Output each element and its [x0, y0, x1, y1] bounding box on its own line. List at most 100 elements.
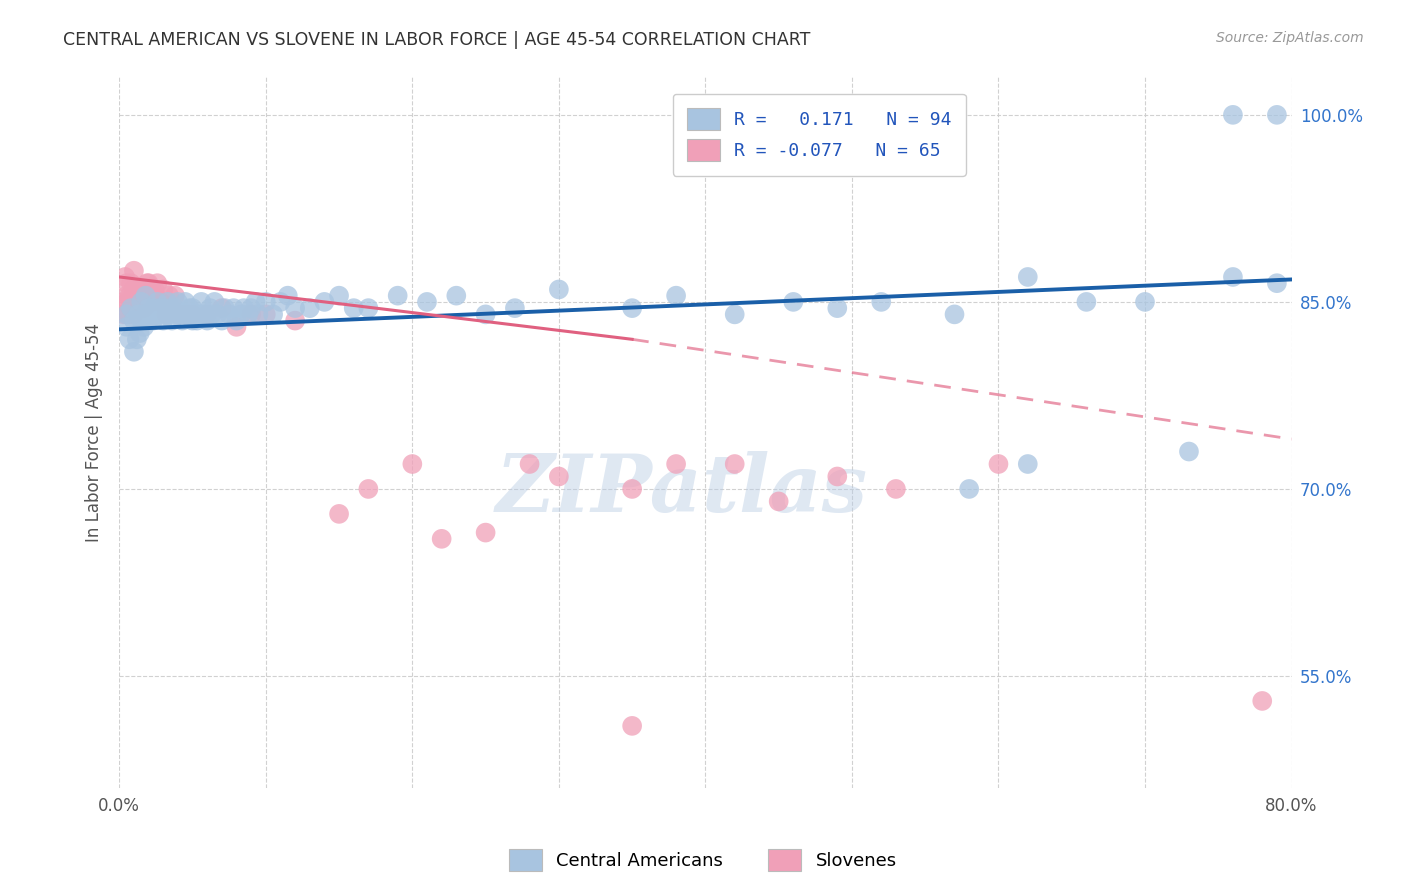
- Point: [298, 301, 321, 315]
- Point: [129, 294, 152, 309]
- Point: [115, 307, 138, 321]
- Y-axis label: In Labor Force | Age 45-54: In Labor Force | Age 45-54: [86, 323, 103, 542]
- Point: [115, 319, 138, 334]
- Point: [218, 307, 240, 321]
- Point: [1265, 276, 1288, 290]
- Point: [122, 282, 145, 296]
- Point: [184, 307, 207, 321]
- Point: [207, 307, 229, 321]
- Point: [1222, 269, 1244, 284]
- Point: [141, 307, 163, 321]
- Point: [186, 313, 208, 327]
- Point: [177, 307, 200, 321]
- Point: [1251, 694, 1274, 708]
- Point: [167, 307, 190, 321]
- Point: [200, 307, 222, 321]
- Point: [139, 288, 162, 302]
- Point: [198, 301, 221, 315]
- Point: [148, 307, 170, 321]
- Point: [167, 294, 190, 309]
- Point: [229, 307, 252, 321]
- Point: [269, 294, 291, 309]
- Point: [122, 264, 145, 278]
- Point: [277, 288, 299, 302]
- Point: [193, 307, 215, 321]
- Point: [724, 457, 747, 471]
- Point: [222, 301, 245, 315]
- Point: [115, 307, 138, 321]
- Point: [155, 307, 177, 321]
- Point: [163, 288, 186, 302]
- Point: [115, 276, 138, 290]
- Point: [174, 294, 197, 309]
- Point: [621, 719, 644, 733]
- Point: [357, 482, 380, 496]
- Point: [156, 294, 179, 309]
- Point: [127, 282, 149, 296]
- Text: ZIPatlas: ZIPatlas: [496, 451, 868, 528]
- Point: [143, 301, 166, 315]
- Point: [128, 288, 150, 302]
- Point: [163, 301, 186, 315]
- Point: [245, 294, 267, 309]
- Point: [122, 313, 145, 327]
- Point: [118, 307, 141, 321]
- Point: [195, 313, 218, 327]
- Point: [127, 301, 149, 315]
- Legend: R =   0.171   N = 94, R = -0.077   N = 65: R = 0.171 N = 94, R = -0.077 N = 65: [672, 94, 966, 176]
- Point: [172, 313, 194, 327]
- Point: [1265, 108, 1288, 122]
- Point: [135, 307, 157, 321]
- Point: [401, 457, 423, 471]
- Point: [827, 301, 849, 315]
- Point: [621, 482, 644, 496]
- Point: [136, 276, 159, 290]
- Point: [134, 319, 156, 334]
- Point: [174, 307, 197, 321]
- Point: [665, 457, 688, 471]
- Point: [181, 301, 204, 315]
- Point: [884, 482, 907, 496]
- Point: [357, 301, 380, 315]
- Point: [181, 307, 204, 321]
- Point: [142, 294, 165, 309]
- Point: [127, 307, 149, 321]
- Point: [446, 288, 468, 302]
- Point: [159, 301, 181, 315]
- Point: [238, 307, 260, 321]
- Point: [1222, 108, 1244, 122]
- Point: [146, 294, 169, 309]
- Point: [262, 307, 284, 321]
- Point: [1133, 294, 1156, 309]
- Point: [125, 332, 148, 346]
- Point: [211, 301, 233, 315]
- Text: CENTRAL AMERICAN VS SLOVENE IN LABOR FORCE | AGE 45-54 CORRELATION CHART: CENTRAL AMERICAN VS SLOVENE IN LABOR FOR…: [63, 31, 811, 49]
- Point: [181, 313, 204, 327]
- Point: [343, 301, 366, 315]
- Point: [128, 326, 150, 340]
- Point: [188, 307, 211, 321]
- Point: [149, 294, 172, 309]
- Point: [122, 344, 145, 359]
- Point: [416, 294, 439, 309]
- Point: [987, 457, 1010, 471]
- Point: [474, 525, 496, 540]
- Point: [160, 301, 183, 315]
- Point: [328, 288, 350, 302]
- Point: [142, 313, 165, 327]
- Point: [782, 294, 804, 309]
- Point: [724, 307, 747, 321]
- Point: [870, 294, 893, 309]
- Point: [135, 288, 157, 302]
- Point: [115, 288, 138, 302]
- Point: [160, 313, 183, 327]
- Point: [145, 307, 167, 321]
- Point: [155, 307, 177, 321]
- Point: [170, 307, 193, 321]
- Point: [225, 319, 247, 334]
- Point: [118, 288, 141, 302]
- Point: [141, 282, 163, 296]
- Point: [503, 301, 526, 315]
- Point: [240, 307, 263, 321]
- Point: [129, 301, 152, 315]
